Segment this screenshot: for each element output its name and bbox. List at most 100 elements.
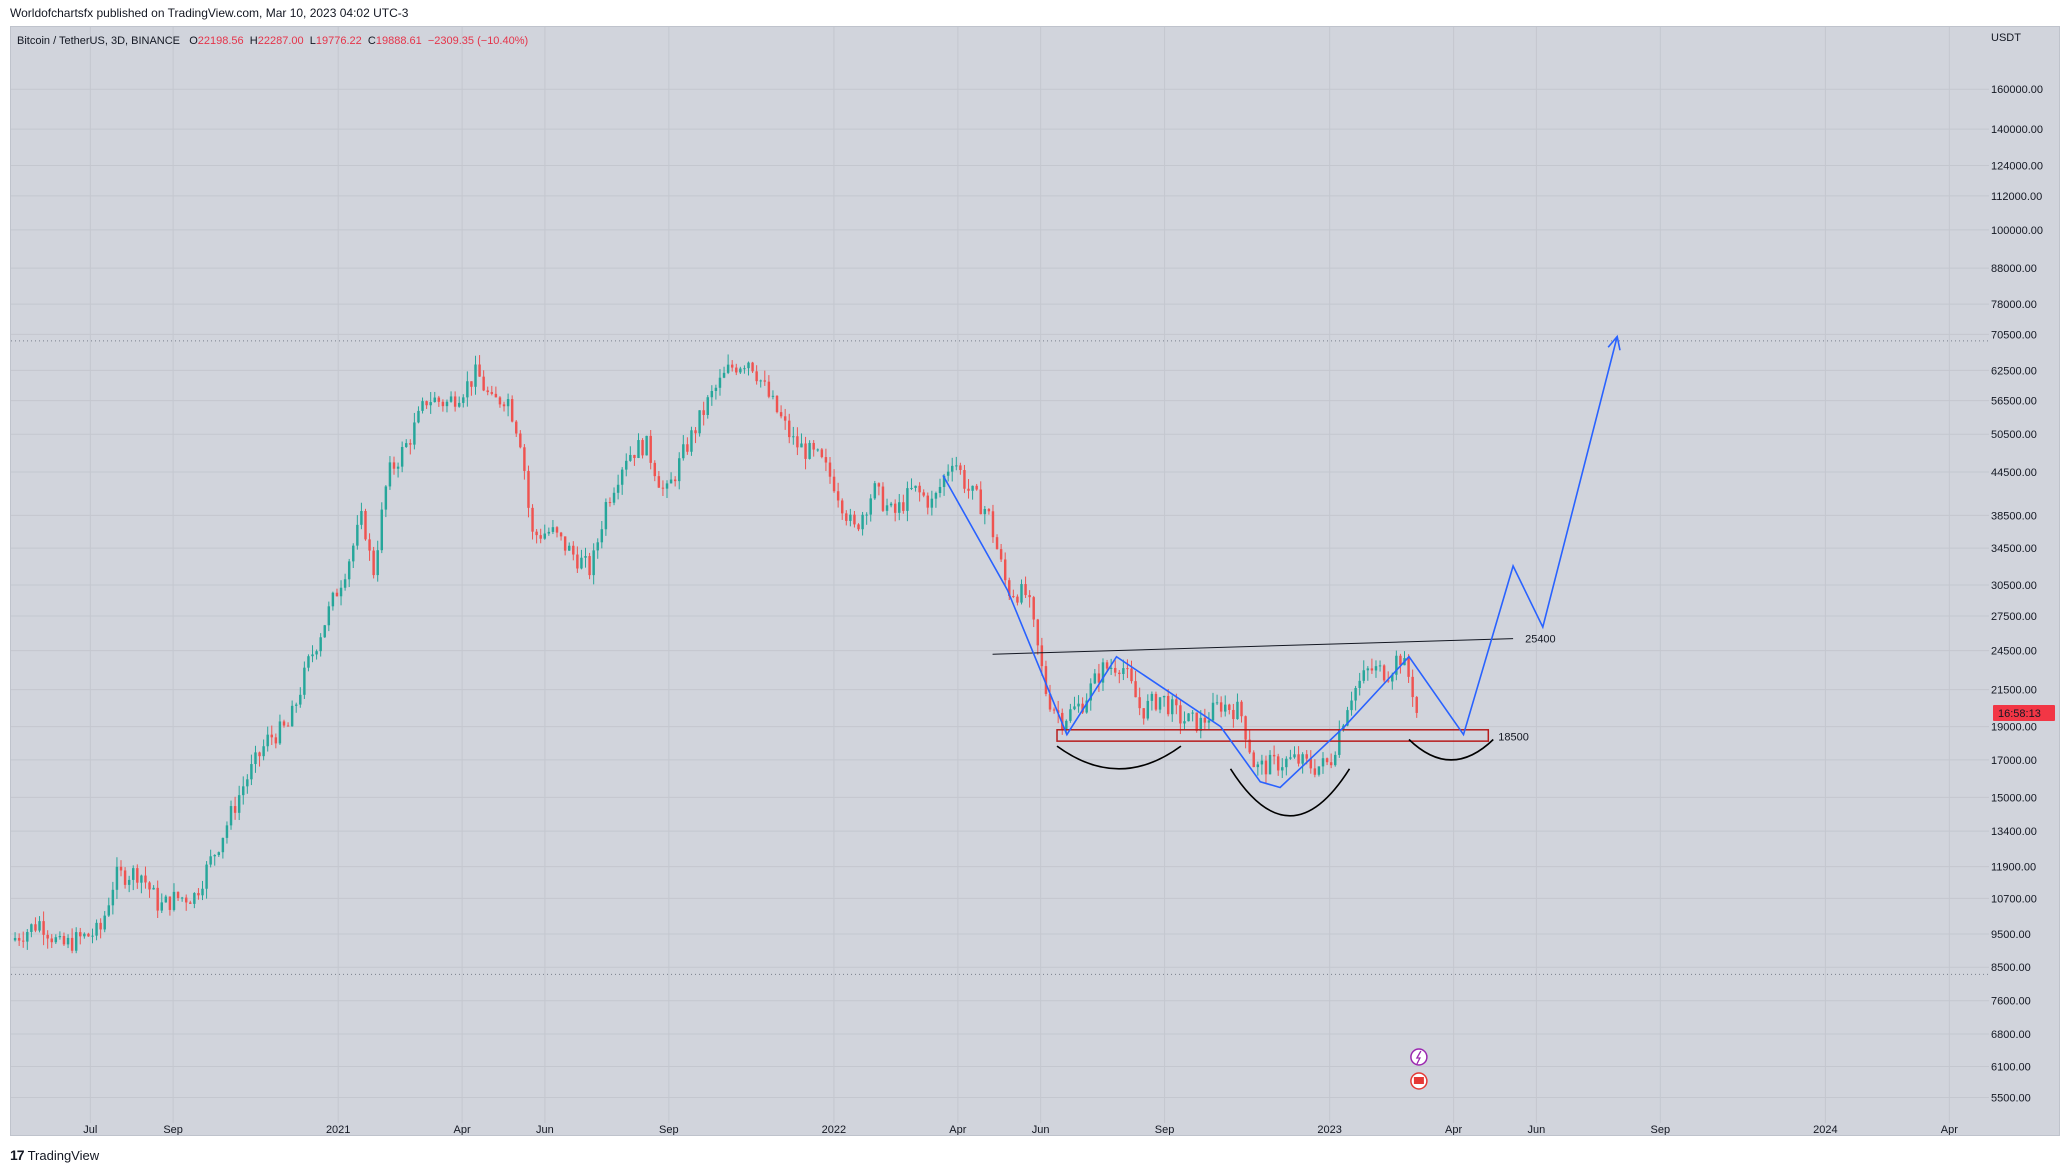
candle bbox=[1366, 666, 1370, 681]
candle bbox=[747, 361, 750, 376]
price-chart[interactable]: 25400 18500 160000.00 140000.00 124000.00 11… bbox=[11, 27, 2060, 1136]
price-tick-label: 70500.00 bbox=[1991, 329, 2037, 341]
candle-body bbox=[38, 921, 41, 931]
candle-body bbox=[796, 436, 799, 448]
price-tick-label: 17000.00 bbox=[1991, 755, 2037, 767]
candle bbox=[515, 420, 518, 437]
candle-body bbox=[115, 866, 119, 890]
candle-body bbox=[1415, 697, 1418, 713]
candle-body bbox=[914, 485, 917, 488]
candle-body bbox=[1378, 665, 1382, 667]
candle bbox=[339, 580, 343, 606]
candle bbox=[17, 933, 21, 946]
candle-body bbox=[739, 368, 742, 373]
candle-body bbox=[637, 440, 640, 458]
candle bbox=[380, 502, 384, 554]
candle-body bbox=[62, 935, 66, 945]
candle bbox=[572, 541, 575, 561]
projection-arrowhead bbox=[1607, 334, 1621, 351]
candle bbox=[421, 397, 424, 414]
candle-body bbox=[1012, 596, 1015, 598]
candle bbox=[816, 448, 819, 452]
candle-body bbox=[380, 509, 384, 551]
candle bbox=[926, 492, 930, 515]
footer-brand[interactable]: 17 TradingView bbox=[10, 1147, 99, 1163]
candle bbox=[1093, 668, 1097, 685]
candle bbox=[555, 526, 559, 538]
candle-body bbox=[840, 500, 844, 514]
candle bbox=[482, 370, 485, 392]
candle-body bbox=[759, 380, 762, 382]
candle-body bbox=[1317, 766, 1321, 775]
candle bbox=[1407, 654, 1410, 683]
candle bbox=[498, 396, 502, 408]
candle-body bbox=[608, 502, 612, 504]
candle-body bbox=[1260, 760, 1264, 765]
candle bbox=[180, 896, 184, 902]
price-tick-label: 140000.00 bbox=[1991, 124, 2043, 136]
candle-body bbox=[1179, 705, 1182, 724]
candle-body bbox=[1366, 668, 1370, 671]
candle bbox=[364, 508, 367, 541]
candle-body bbox=[307, 656, 310, 668]
candle-body bbox=[17, 937, 21, 941]
candle bbox=[115, 857, 119, 899]
candle bbox=[79, 927, 82, 945]
candle bbox=[722, 366, 726, 379]
annotations: 25400 18500 bbox=[942, 334, 1621, 1090]
candle bbox=[140, 874, 143, 894]
candle bbox=[1301, 752, 1304, 774]
candle bbox=[1264, 755, 1268, 784]
candle-body bbox=[755, 371, 758, 382]
candles bbox=[13, 354, 1418, 954]
candle-body bbox=[1154, 693, 1158, 710]
current-price-countdown: 16:58:13 bbox=[1998, 708, 2041, 720]
candle-body bbox=[95, 922, 98, 936]
candle-body bbox=[515, 421, 518, 434]
candle-body bbox=[893, 503, 897, 513]
candle-body bbox=[620, 469, 624, 485]
candle-body bbox=[445, 401, 449, 407]
candle bbox=[242, 776, 245, 805]
candle-body bbox=[1219, 702, 1223, 712]
candle-body bbox=[527, 470, 530, 508]
candle bbox=[50, 934, 53, 949]
candle-body bbox=[1228, 704, 1231, 710]
candle bbox=[99, 918, 102, 939]
candle-body bbox=[1289, 757, 1292, 759]
candle-body bbox=[853, 514, 856, 525]
candle bbox=[152, 885, 155, 890]
candle bbox=[1329, 753, 1333, 769]
candle bbox=[1313, 759, 1317, 778]
candle-body bbox=[808, 442, 811, 459]
candle bbox=[233, 796, 237, 820]
candle bbox=[360, 502, 363, 530]
candle bbox=[1285, 756, 1288, 776]
candle-body bbox=[596, 542, 599, 551]
candle-body bbox=[392, 462, 396, 469]
candle-body bbox=[242, 786, 245, 796]
candle bbox=[730, 360, 734, 372]
candle-body bbox=[625, 460, 628, 470]
candle-body bbox=[1085, 700, 1088, 713]
candle-body bbox=[1293, 754, 1296, 758]
candle-body bbox=[457, 402, 461, 407]
candle-body bbox=[50, 938, 53, 943]
candle-body bbox=[1134, 681, 1137, 698]
currency-label: USDT bbox=[1991, 32, 2021, 44]
candle-body bbox=[1183, 721, 1186, 724]
candle-body bbox=[543, 533, 546, 539]
price-tick-label: 38500.00 bbox=[1991, 510, 2037, 522]
candle-body bbox=[1077, 703, 1080, 707]
candle-body bbox=[767, 381, 771, 397]
change-value: −2309.35 (−10.40%) bbox=[427, 35, 529, 47]
candle-body bbox=[979, 489, 982, 515]
candle bbox=[221, 837, 225, 859]
candle-body bbox=[22, 940, 25, 942]
candle bbox=[706, 395, 709, 419]
candle bbox=[274, 733, 278, 749]
candle bbox=[783, 408, 787, 430]
candle-body bbox=[356, 524, 359, 546]
chart-frame[interactable]: 25400 18500 160000.00 140000.00 124000.00 11… bbox=[10, 26, 2060, 1136]
candle-body bbox=[225, 825, 229, 838]
